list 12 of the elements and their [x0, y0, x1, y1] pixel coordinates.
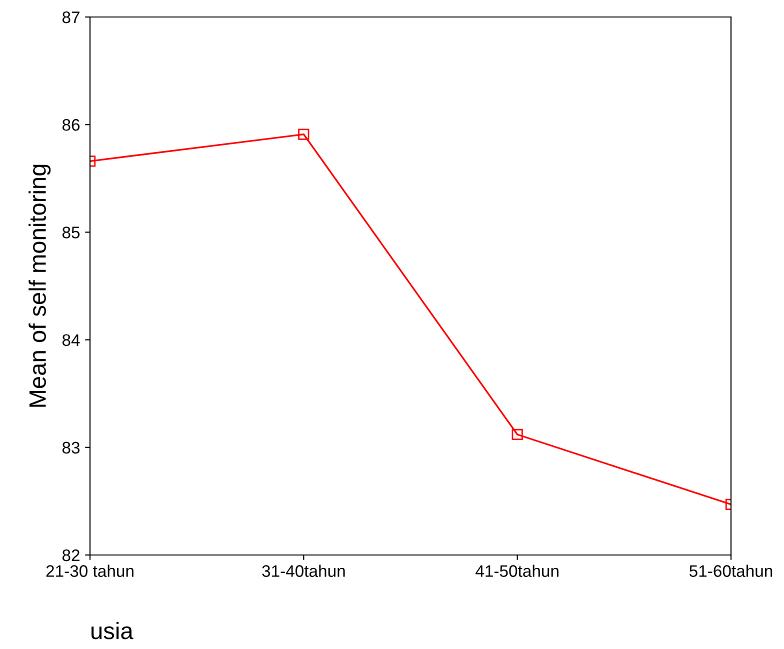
- y-tick-label: 86: [62, 119, 80, 131]
- y-axis-title: Mean of self monitoring: [28, 164, 51, 407]
- y-tick-label: 82: [62, 549, 80, 562]
- x-tick-label: 31-40tahun: [262, 564, 345, 577]
- y-tick-label: 84: [62, 334, 80, 346]
- x-tick-label: 41-50tahun: [476, 564, 558, 577]
- y-tick-label: 85: [62, 226, 80, 238]
- x-tick-label: 51-60tahun: [690, 564, 772, 577]
- y-tick-label: 83: [62, 442, 80, 454]
- x-tick-label: 21-30 tahun: [46, 564, 134, 577]
- x-axis-title: usia: [92, 622, 134, 640]
- y-tick-label: 87: [62, 11, 80, 24]
